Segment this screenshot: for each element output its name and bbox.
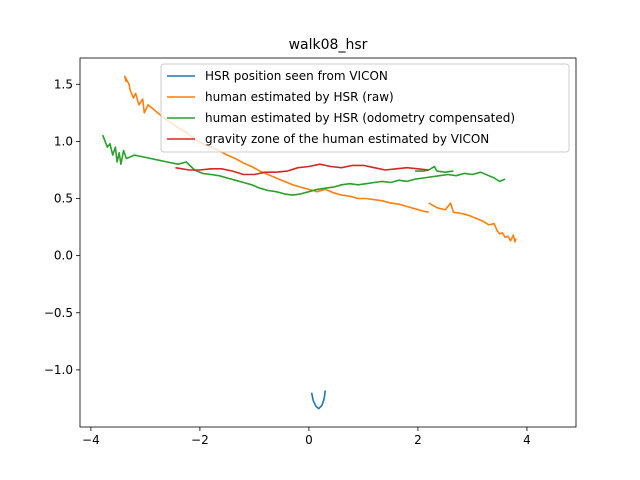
y-tick-label-2: 0.5 [54,192,73,206]
x-tick-label-4: 4 [523,433,531,447]
x-tick-label-2: 0 [305,433,313,447]
series-line-4 [415,165,454,173]
x-axis: −4 −2 0 2 4 [82,427,531,447]
y-tick-label-3: 0.0 [54,249,73,263]
x-tick-label-1: −2 [191,433,209,447]
legend-box [160,63,570,153]
series-line-3 [102,134,506,196]
y-axis: 1.5 1.0 0.5 0.0 −0.5 −1.0 [44,77,80,377]
series-line-5 [175,163,429,176]
y-tick-label-4: −0.5 [44,306,73,320]
y-tick-label-5: −1.0 [44,363,73,377]
y-tick-label-0: 1.5 [54,77,73,91]
legend-label-1: human estimated by HSR (raw) [205,90,394,104]
legend-label-0: HSR position seen from VICON [205,69,388,83]
x-tick-label-0: −4 [82,433,100,447]
plot-frame [79,57,577,428]
legend-label-3: gravity zone of the human estimated by V… [205,132,489,146]
y-tick-label-1: 1.0 [54,134,73,148]
legend-label-2: human estimated by HSR (odometry compens… [205,111,515,125]
series-line-1 [123,75,429,213]
series-line-0 [310,390,327,410]
series-line-2 [428,202,517,243]
series-layer [102,75,517,410]
legend: HSR position seen from VICON human estima… [160,63,570,153]
x-tick-label-3: 2 [414,433,422,447]
chart-title: walk08_hsr [289,37,368,53]
